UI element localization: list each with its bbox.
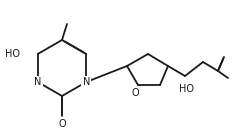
Text: HO: HO [180, 84, 194, 94]
Text: O: O [131, 88, 139, 98]
Text: N: N [34, 77, 42, 87]
Text: O: O [58, 119, 66, 129]
Text: HO: HO [5, 49, 20, 59]
Text: N: N [83, 77, 90, 87]
